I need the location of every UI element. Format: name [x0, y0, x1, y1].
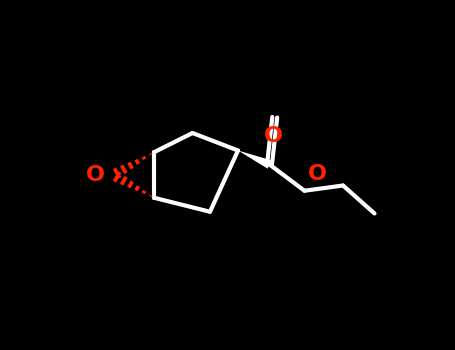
Polygon shape	[238, 150, 271, 169]
Text: O: O	[86, 165, 105, 185]
Text: O: O	[308, 164, 327, 184]
Text: O: O	[263, 126, 283, 146]
